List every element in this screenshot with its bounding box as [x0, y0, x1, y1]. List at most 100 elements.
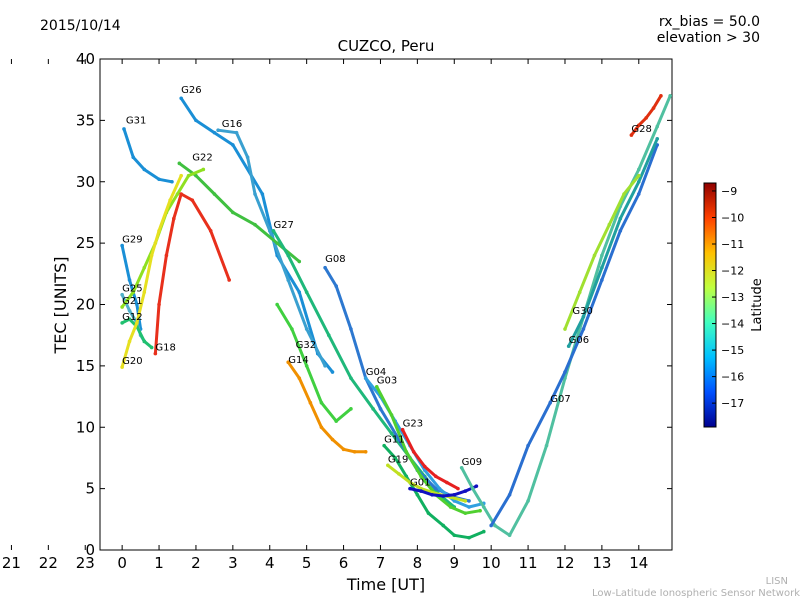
y-tick-label: 30 — [76, 173, 95, 191]
data-point — [149, 253, 154, 258]
data-point — [179, 96, 183, 101]
x-tick-label: 5 — [302, 554, 312, 572]
series-g32 — [275, 303, 353, 423]
series-g23 — [401, 428, 460, 491]
series-g16 — [216, 128, 327, 368]
satellite-label-g29: G29 — [122, 235, 142, 246]
x-tick-label: 14 — [629, 554, 648, 572]
data-point — [636, 123, 641, 128]
x-tick-label: 0 — [117, 554, 127, 572]
data-point — [563, 327, 567, 331]
data-point — [607, 222, 612, 227]
colorbar-ticks: −9 −10 −11 −12 −13 −14 −15 −16 −17 — [712, 185, 744, 410]
satellite-label-g20: G20 — [122, 356, 142, 367]
satellite-label-g28: G28 — [631, 124, 651, 135]
data-point — [426, 511, 431, 515]
colorbar-tick-label: −15 — [721, 344, 744, 357]
data-point — [142, 265, 147, 270]
data-point — [411, 450, 416, 454]
data-point — [179, 192, 183, 196]
y-axis: 0 5 10 15 20 25 30 35 40 — [76, 50, 672, 559]
series-g03 — [375, 385, 482, 515]
data-point — [456, 486, 460, 491]
data-point — [286, 253, 291, 258]
data-point — [430, 492, 434, 497]
data-point — [334, 419, 338, 423]
data-point — [507, 533, 512, 538]
data-point — [286, 360, 291, 364]
data-point — [327, 333, 331, 337]
elevation-label: elevation > 30 — [656, 30, 760, 46]
data-point — [397, 472, 401, 476]
data-point — [636, 192, 641, 196]
data-point — [389, 413, 394, 417]
data-point — [592, 253, 597, 258]
series-g20 — [120, 174, 183, 369]
data-point — [463, 499, 468, 503]
satellite-label-g32: G32 — [296, 340, 316, 351]
credit-network: Low-Latitude Ionospheric Sensor Network — [592, 588, 800, 599]
data-point — [231, 143, 235, 147]
data-point — [452, 533, 457, 538]
data-point — [157, 177, 161, 182]
data-point — [659, 94, 663, 98]
data-point — [260, 192, 265, 196]
satellite-label-g09: G09 — [462, 457, 482, 468]
colorbar-tick-label: −16 — [721, 371, 744, 384]
data-point — [304, 364, 309, 368]
data-point — [459, 465, 464, 470]
data-point — [467, 505, 471, 509]
data-point — [142, 167, 147, 172]
data-point — [231, 210, 235, 215]
data-point — [120, 365, 124, 369]
colorbar — [703, 182, 717, 428]
data-point — [177, 161, 182, 166]
x-tick-label: 3 — [228, 554, 238, 572]
data-point — [234, 130, 239, 135]
data-point — [393, 456, 398, 460]
data-point — [408, 486, 412, 491]
satellite-label-g16: G16 — [222, 119, 242, 130]
data-point — [655, 136, 660, 141]
data-point — [636, 173, 641, 178]
credit-lisn: LISN — [765, 576, 788, 587]
data-point — [600, 278, 604, 282]
data-point — [352, 450, 357, 454]
data-point — [481, 529, 486, 534]
colorbar-tick-label: −13 — [721, 291, 744, 304]
data-point — [172, 216, 176, 221]
data-point — [149, 345, 154, 350]
data-point — [122, 127, 126, 131]
data-point — [120, 292, 124, 297]
data-point — [131, 155, 136, 159]
satellite-label-g07: G07 — [550, 394, 570, 405]
data-point — [629, 133, 634, 137]
satellite-label-g11: G11 — [384, 435, 404, 446]
satellite-label-g06: G06 — [569, 335, 589, 346]
data-point — [481, 505, 486, 509]
satellite-label-g18: G18 — [155, 343, 175, 354]
data-point — [371, 407, 375, 411]
data-point — [422, 464, 427, 469]
data-point — [419, 489, 423, 493]
data-point — [493, 523, 497, 528]
data-point — [382, 443, 386, 448]
satellite-label-g27: G27 — [273, 220, 293, 231]
data-point — [201, 167, 206, 172]
data-point — [415, 492, 420, 497]
x-tick-label: 7 — [376, 554, 386, 572]
data-point — [131, 290, 136, 295]
x-tick-label: 9 — [449, 554, 459, 572]
data-point — [323, 265, 327, 270]
y-tick-label: 20 — [76, 296, 95, 314]
data-point — [290, 327, 294, 331]
data-point — [478, 508, 482, 513]
data-point — [271, 229, 276, 233]
data-point — [127, 308, 132, 313]
data-point — [120, 243, 124, 248]
satellite-label-g01: G01 — [410, 478, 430, 489]
y-axis-label: TEC [UNITS] — [51, 257, 70, 355]
x-tick-label: 13 — [592, 554, 611, 572]
x-tick-label: 12 — [555, 554, 574, 572]
